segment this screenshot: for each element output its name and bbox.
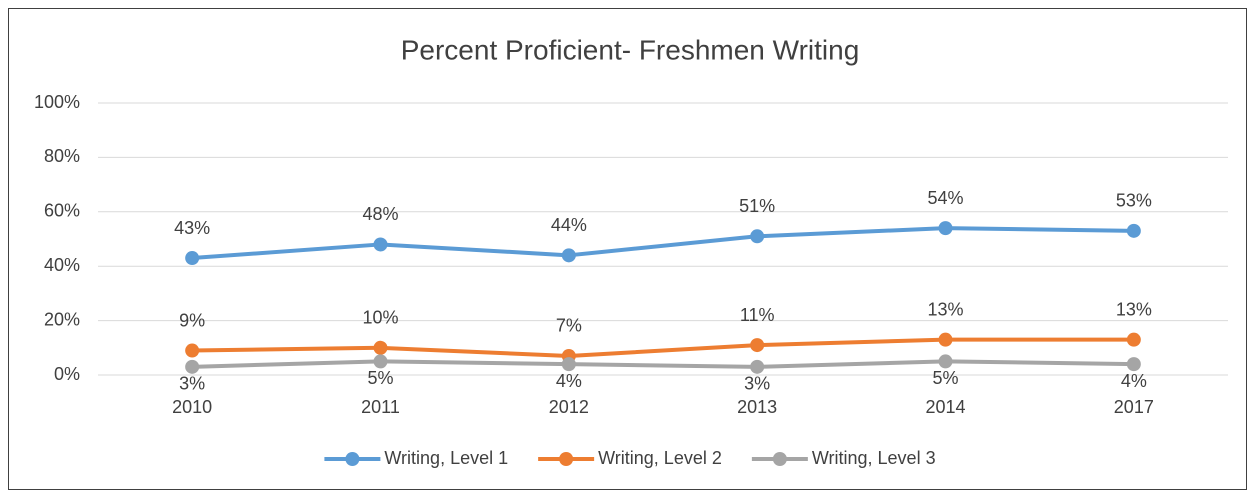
data-label: 10% — [362, 308, 398, 328]
y-tick-label: 100% — [34, 92, 80, 112]
y-tick-label: 20% — [44, 309, 80, 329]
series-line — [192, 359, 1134, 369]
legend-marker — [345, 452, 360, 466]
data-label: 3% — [179, 374, 205, 394]
x-tick-label: 2011 — [361, 397, 400, 417]
data-point — [750, 338, 765, 353]
x-tick-label: 2013 — [737, 397, 777, 417]
x-tick-label: 2010 — [172, 397, 212, 417]
legend-marker — [559, 452, 574, 466]
y-tick-label: 60% — [44, 201, 80, 221]
legend-label: Writing, Level 3 — [812, 448, 936, 468]
data-label: 9% — [179, 310, 205, 330]
data-label: 7% — [556, 316, 582, 336]
data-point — [185, 359, 200, 374]
data-label: 13% — [1116, 299, 1152, 319]
data-label: 13% — [927, 299, 963, 319]
data-label: 3% — [744, 374, 770, 394]
data-point — [750, 359, 765, 374]
data-label: 5% — [932, 368, 958, 388]
legend-marker — [772, 452, 787, 466]
data-point — [373, 354, 388, 369]
legend-label: Writing, Level 2 — [598, 448, 722, 468]
x-tick-label: 2014 — [925, 397, 965, 417]
x-tick-label: 2012 — [549, 397, 589, 417]
y-tick-label: 0% — [54, 364, 80, 384]
data-point — [1126, 357, 1141, 372]
data-point — [1126, 332, 1141, 347]
data-point — [561, 248, 576, 263]
legend-label: Writing, Level 1 — [384, 448, 508, 468]
y-tick-label: 40% — [44, 255, 80, 275]
data-label: 51% — [739, 196, 775, 216]
x-tick-label: 2017 — [1114, 397, 1154, 417]
data-label: 54% — [927, 188, 963, 208]
data-label: 53% — [1116, 191, 1152, 211]
data-label: 43% — [174, 218, 210, 238]
data-label: 4% — [556, 371, 582, 391]
data-point — [373, 340, 388, 355]
data-point — [185, 343, 200, 358]
data-label: 44% — [551, 215, 587, 235]
data-point — [185, 251, 200, 266]
data-label: 11% — [740, 305, 775, 325]
y-tick-label: 80% — [44, 146, 80, 166]
data-point — [373, 237, 388, 252]
data-point — [561, 357, 576, 372]
chart-title: Percent Proficient- Freshmen Writing — [401, 34, 860, 65]
series-line — [192, 226, 1134, 261]
data-point — [1126, 223, 1141, 238]
data-label: 5% — [367, 368, 393, 388]
series-line — [192, 337, 1134, 358]
data-label: 4% — [1121, 371, 1147, 391]
data-label: 48% — [362, 204, 398, 224]
data-point — [938, 354, 953, 369]
data-point — [938, 221, 953, 236]
data-point — [938, 332, 953, 347]
data-point — [750, 229, 765, 244]
